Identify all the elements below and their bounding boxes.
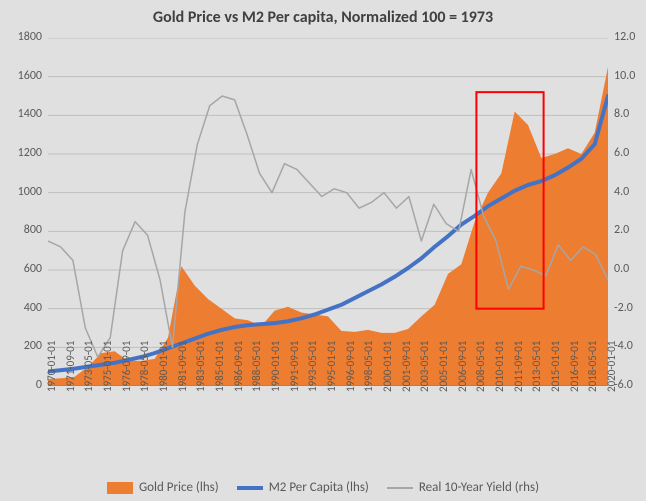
y-right-tick-label: 10.0 [614, 69, 635, 83]
y-right-tick-label: 12.0 [614, 30, 635, 44]
legend-swatch [387, 487, 413, 489]
legend-label: M2 Per Capita (lhs) [269, 480, 369, 495]
y-left-tick-label: 800 [24, 223, 42, 237]
legend-label: Gold Price (lhs) [139, 480, 219, 495]
y-right-tick-label: 0.0 [614, 262, 629, 276]
y-right-tick-label: 8.0 [614, 107, 629, 121]
legend-item: Gold Price (lhs) [107, 480, 219, 495]
y-right-tick-label: 6.0 [614, 146, 629, 160]
legend-swatch [107, 482, 133, 494]
y-right-tick-label: -2.0 [614, 301, 633, 315]
y-left-tick-label: 1200 [18, 146, 42, 160]
plot-area [48, 38, 608, 386]
y-left-tick-label: 1800 [18, 30, 42, 44]
y-left-tick-label: 1400 [18, 107, 42, 121]
y-left-tick-label: 200 [24, 339, 42, 353]
legend-label: Real 10-Year Yield (rhs) [419, 480, 539, 495]
legend-item: M2 Per Capita (lhs) [237, 480, 369, 495]
chart-container: Gold Price vs M2 Per capita, Normalized … [0, 0, 646, 501]
legend: Gold Price (lhs) M2 Per Capita (lhs) Real … [0, 480, 646, 495]
y-left-tick-label: 1000 [18, 185, 42, 199]
chart-title: Gold Price vs M2 Per capita, Normalized … [0, 8, 646, 27]
legend-item: Real 10-Year Yield (rhs) [387, 480, 539, 495]
y-left-tick-label: 600 [24, 262, 42, 276]
y-right-tick-label: 2.0 [614, 223, 629, 237]
y-left-tick-label: 0 [36, 378, 42, 392]
y-left-tick-label: 1600 [18, 69, 42, 83]
y-right-tick-label: 4.0 [614, 185, 629, 199]
legend-swatch [237, 486, 263, 490]
y-left-tick-label: 400 [24, 301, 42, 315]
